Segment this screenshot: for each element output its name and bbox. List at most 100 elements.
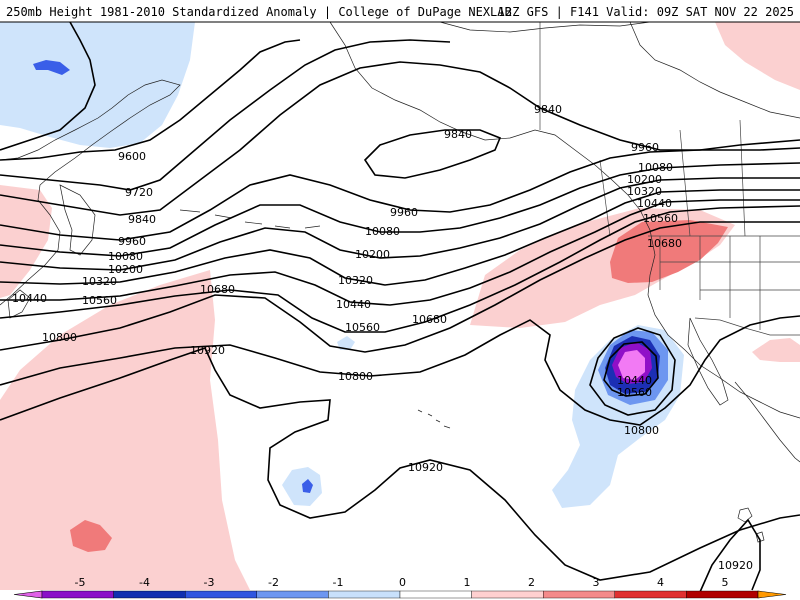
neg-anomaly-central-pacific (282, 467, 322, 506)
colorbar-tick-label: -5 (75, 576, 86, 589)
contour-label: 10800 (42, 331, 77, 344)
neg-anomaly-cutoff-low-core (618, 350, 645, 380)
contour-label: 9720 (125, 186, 153, 199)
neg-anomaly-core-northwest (33, 60, 70, 75)
colorbar-tick-label: 5 (722, 576, 729, 589)
alaska-coast (329, 21, 800, 419)
colorbar-segment (184, 590, 257, 599)
japan-coast (7, 289, 31, 319)
contour-label: 10440 (617, 374, 652, 387)
colorbar: -5 -4 -3 -2 -1 0 1 2 3 4 5 (13, 576, 787, 599)
contour-label: 9600 (118, 150, 146, 163)
anomaly-shading (0, 22, 800, 590)
colorbar-segment (256, 590, 329, 599)
asia-coast (0, 79, 181, 306)
contour-10800 (0, 315, 800, 426)
contour-label: 10920 (190, 344, 225, 357)
contour-label: 10560 (617, 386, 652, 399)
pos-anomaly-core-southwest (70, 520, 112, 552)
contour-label: 9840 (128, 213, 156, 226)
contour-10920 (0, 347, 800, 581)
pos-anomaly-southwest (0, 270, 250, 590)
contour-label: 9960 (118, 235, 146, 248)
state-borders (659, 236, 800, 330)
neg-anomaly-small-pocket (337, 336, 355, 350)
pos-anomaly-mexico (752, 338, 800, 362)
colorbar-segment (41, 590, 114, 599)
mexico-coast (734, 381, 800, 463)
contour-label: 10320 (627, 185, 662, 198)
contour-label: 10440 (637, 197, 672, 210)
height-contours (0, 21, 800, 593)
neg-anomaly-northwest (0, 22, 195, 148)
contour-9840 (0, 61, 800, 216)
contour-10680 (0, 221, 800, 353)
contour-9720 (0, 39, 451, 191)
contour-cutoff-inner (589, 327, 676, 416)
neg-anomaly-central-pacific-core (302, 479, 313, 493)
pos-anomaly-northeast (715, 22, 800, 90)
contour-label: 10680 (412, 313, 447, 326)
contour-label: 10680 (647, 237, 682, 250)
colorbar-tick-label: 2 (528, 576, 535, 589)
contour-label: 10800 (338, 370, 373, 383)
colorbar-tick-label: 4 (657, 576, 664, 589)
colorbar-tick-label: -1 (333, 576, 344, 589)
aleutian-islands (179, 209, 321, 229)
colorbar-tick-label: -2 (268, 576, 279, 589)
contour-label: 10200 (108, 263, 143, 276)
contour-label: 10320 (82, 275, 117, 288)
colorbar-arrow-right (757, 590, 787, 599)
contour-label: 10680 (200, 283, 235, 296)
hudson-coast (629, 21, 800, 119)
contour-10080 (0, 162, 800, 257)
contour-label: 9960 (390, 206, 418, 219)
alaska-north-coast (439, 21, 651, 33)
contour-label: 10080 (638, 161, 673, 174)
colorbar-tick-label: 3 (593, 576, 600, 589)
contour-label: 10440 (12, 292, 47, 305)
colorbar-segment (686, 590, 759, 599)
contour-label: 10080 (108, 250, 143, 263)
contour-10560 (0, 205, 800, 333)
hawaii-islands (417, 409, 451, 429)
contour-label: 10920 (718, 559, 753, 572)
colorbar-segment (328, 590, 401, 599)
contour-label: 10200 (355, 248, 390, 261)
colorbar-tick-label: 1 (464, 576, 471, 589)
contour-label: 9840 (444, 128, 472, 141)
contour-label: 10560 (345, 321, 380, 334)
contour-label: 10200 (627, 173, 662, 186)
header-background (0, 0, 800, 22)
colorbar-tick-label: -3 (204, 576, 215, 589)
map-title: 250mb Height 1981-2010 Standardized Anom… (6, 5, 512, 19)
run-info: 12Z GFS | F141 Valid: 09Z SAT NOV 22 202… (498, 5, 794, 19)
contour-9960 (0, 147, 800, 241)
contour-label: 10920 (408, 461, 443, 474)
contour-10920-south (699, 518, 761, 593)
contour-label: 10560 (643, 212, 678, 225)
colorbar-segment (113, 590, 186, 599)
contour-label: 9960 (631, 141, 659, 154)
contour-10320 (0, 189, 800, 286)
contour-cutoff-inner-2 (603, 341, 659, 397)
contour-10200 (0, 177, 800, 271)
contour-label: 10800 (624, 424, 659, 437)
contour-label: 10560 (82, 294, 117, 307)
contour-label: 10080 (365, 225, 400, 238)
contour-label: 9840 (534, 103, 562, 116)
colorbar-segment (543, 590, 616, 599)
colorbar-arrow-left (13, 590, 43, 599)
colorbar-segment (471, 590, 544, 599)
pos-anomaly-west-asia (0, 185, 52, 298)
colorbar-segment (399, 590, 472, 599)
colorbar-tick-label: -4 (139, 576, 150, 589)
baja-coast (687, 317, 729, 406)
contour-closed-northwest (0, 21, 96, 151)
galapagos (737, 507, 765, 543)
contour-label-group: 9600 9720 9840 9960 10080 10200 10320 10… (12, 103, 753, 572)
colorbar-tick-label: 0 (399, 576, 406, 589)
contour-label: 10320 (338, 274, 373, 287)
